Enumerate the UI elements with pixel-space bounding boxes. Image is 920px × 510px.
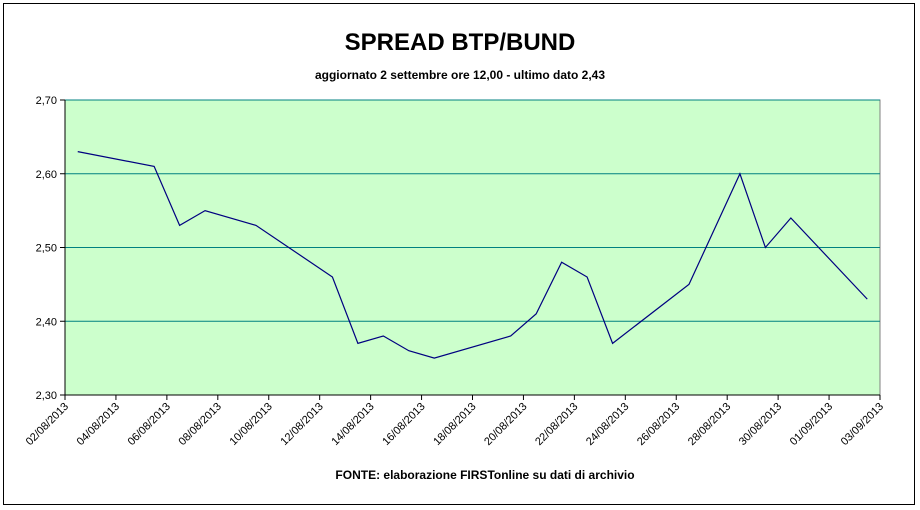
y-tick-label: 2,40	[36, 316, 57, 328]
series-line	[77, 151, 868, 359]
y-tick-label: 2,50	[36, 243, 57, 255]
y-tick-label: 2,30	[36, 390, 57, 402]
y-tick-label: 2,70	[36, 95, 57, 107]
source-note: FONTE: elaborazione FIRSTonline su dati …	[335, 468, 634, 482]
chart-title: SPREAD BTP/BUND	[345, 29, 576, 56]
chart-subtitle: aggiornato 2 settembre ore 12,00 - ultim…	[315, 68, 605, 82]
y-tick-label: 2,60	[36, 169, 57, 181]
